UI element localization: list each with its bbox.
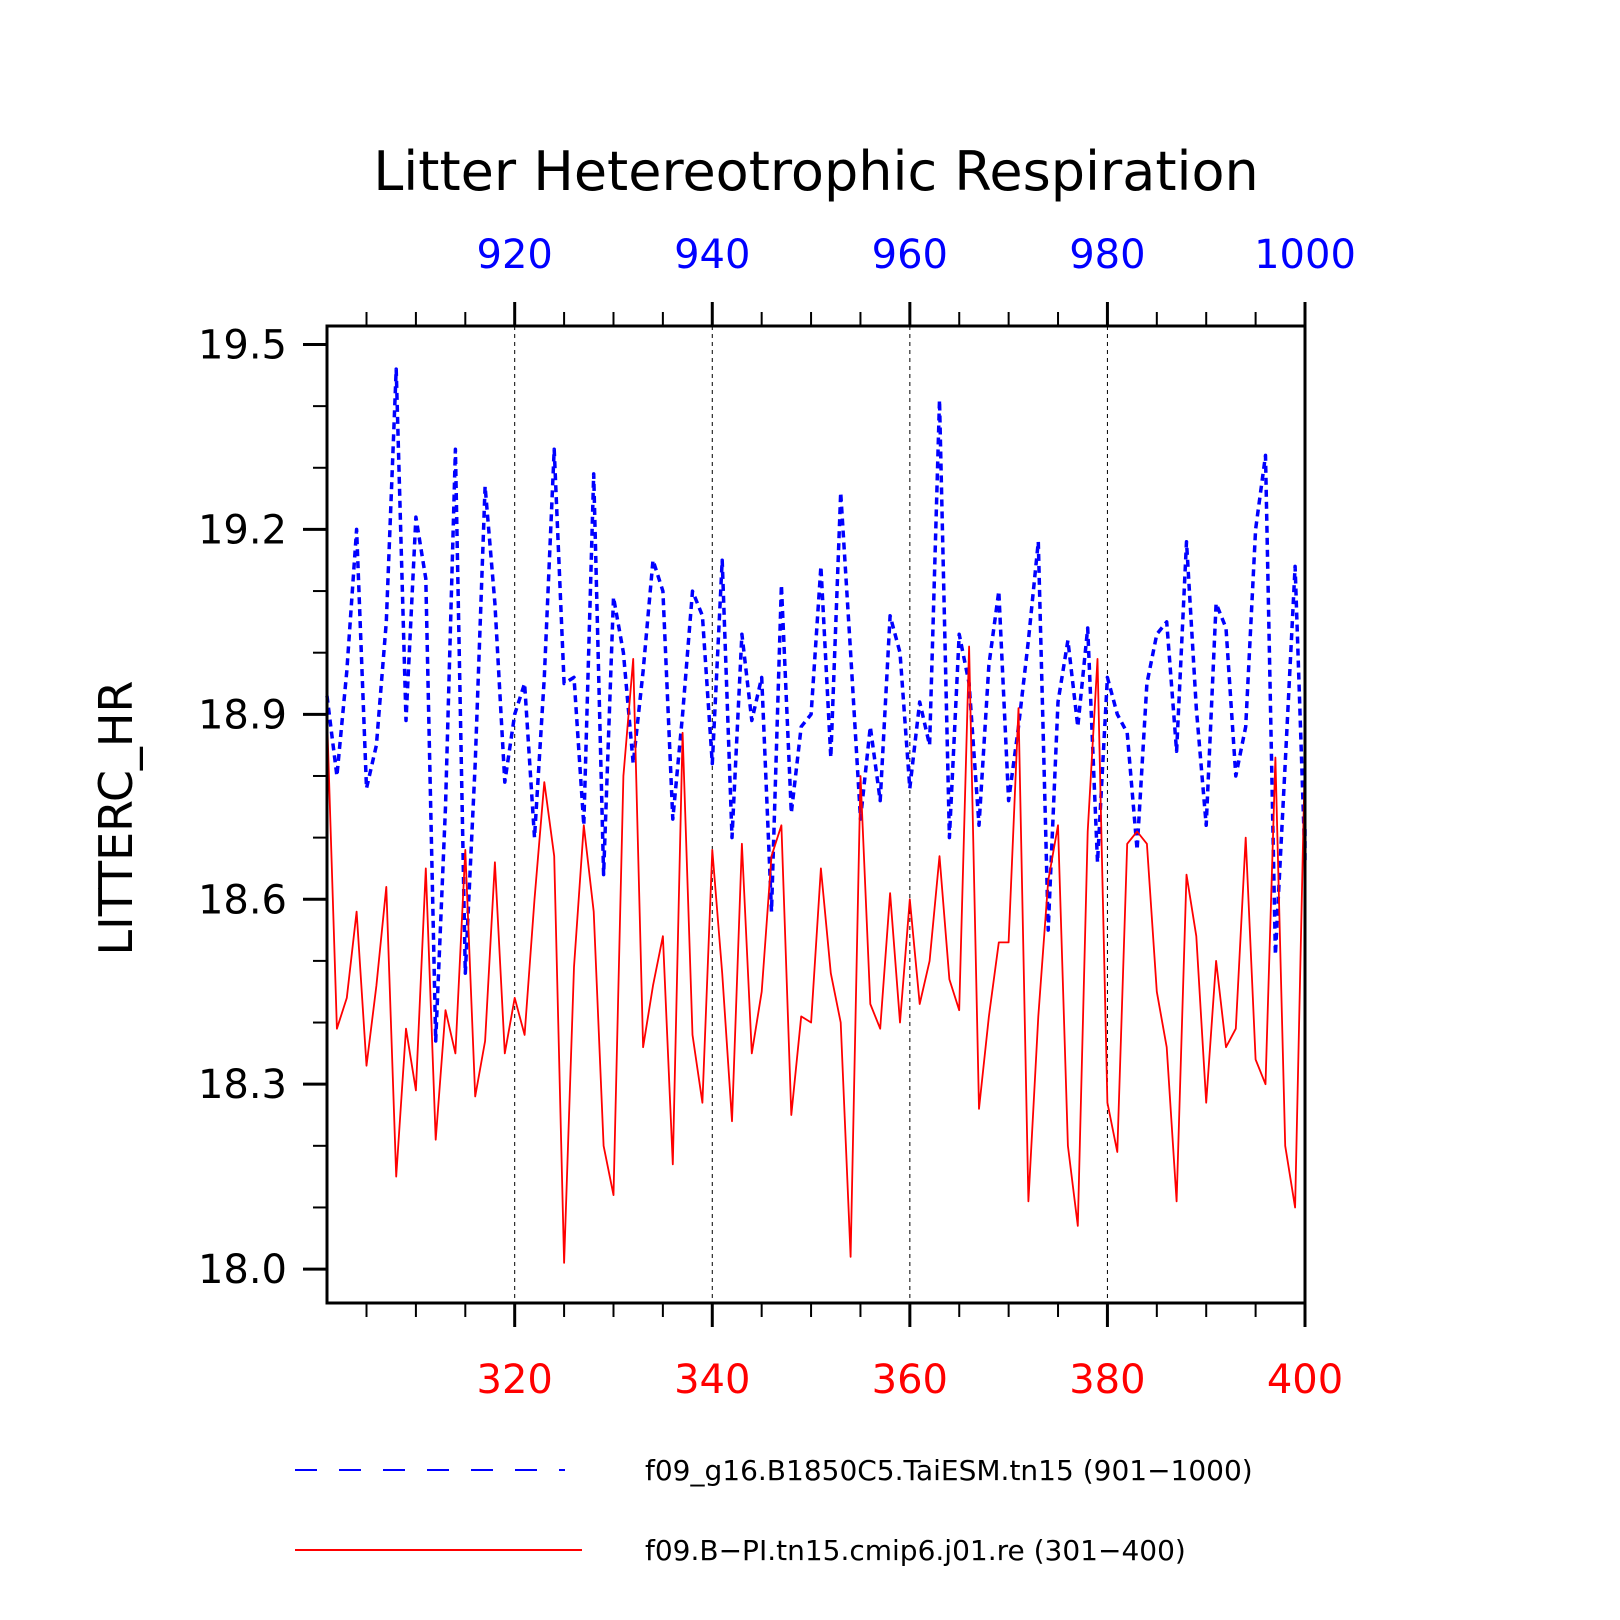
- bottom-x-tick-labels: 320 340 360 380 400: [477, 1357, 1344, 1403]
- y-axis-label: LITTERC_HR: [89, 681, 143, 956]
- bottom-tick-label-380: 380: [1069, 1357, 1145, 1403]
- bottom-tick-label-340: 340: [674, 1357, 750, 1403]
- top-tick-label-940: 940: [674, 232, 750, 278]
- y-tick-label-18.9: 18.9: [198, 692, 287, 738]
- series-line-red: [326, 645, 1306, 1264]
- plot-frame: [325, 324, 1307, 1305]
- grid-lines: [514, 326, 1108, 1303]
- y-tick-label-19.5: 19.5: [198, 322, 287, 368]
- top-tick-label-960: 960: [872, 232, 948, 278]
- series-line-blue: [325, 367, 1307, 1043]
- bottom-tick-label-360: 360: [872, 1357, 948, 1403]
- bottom-tick-label-400: 400: [1267, 1357, 1343, 1403]
- legend-label-red: f09.B−PI.tn15.cmip6.j01.re (301−400): [645, 1534, 1186, 1567]
- top-x-tick-labels: 920 940 960 980 1000: [477, 232, 1356, 278]
- top-tick-label-980: 980: [1069, 232, 1145, 278]
- legend-label-blue: f09_g16.B1850C5.TaiESM.tn15 (901−1000): [645, 1454, 1253, 1487]
- bottom-tick-label-320: 320: [477, 1357, 553, 1403]
- y-tick-label-19.2: 19.2: [198, 507, 287, 553]
- plot-border: [325, 324, 1307, 1305]
- legend: f09_g16.B1850C5.TaiESM.tn15 (901−1000) f…: [295, 1454, 1253, 1567]
- y-tick-label-18.3: 18.3: [198, 1062, 287, 1108]
- top-tick-label-1000: 1000: [1254, 232, 1356, 278]
- y-tick-label-18.6: 18.6: [198, 877, 287, 923]
- chart-title: Litter Hetereotrophic Respiration: [373, 140, 1259, 203]
- tick-marks: [303, 302, 1307, 1327]
- top-tick-label-920: 920: [477, 232, 553, 278]
- series-lines: [325, 367, 1307, 1264]
- y-tick-labels: 18.0 18.3 18.6 18.9 19.2 19.5: [198, 322, 287, 1293]
- y-tick-label-18.0: 18.0: [198, 1247, 287, 1293]
